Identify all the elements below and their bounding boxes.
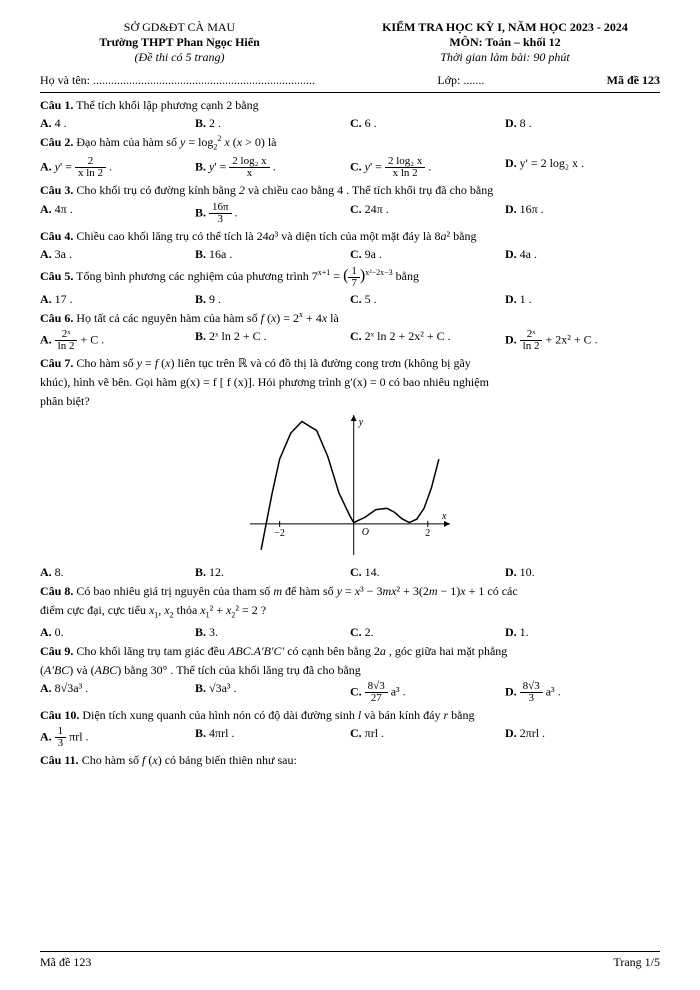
q8-a: 0. (55, 625, 64, 639)
q2-choices: A. y' = 2x ln 2 . B. y' = 2 log₂ xx . C.… (40, 156, 660, 179)
question-10: Câu 10. Diện tích xung quanh của hình nó… (40, 707, 660, 723)
class-field: Lớp: ....... (437, 73, 484, 88)
question-2: Câu 2. Đạo hàm của hàm số y = log22 x (x… (40, 134, 660, 153)
svg-text:y: y (358, 417, 364, 428)
svg-text:O: O (362, 527, 369, 538)
q4-choices: A. 3a . B. 16a . C. 9a . D. 4a . (40, 247, 660, 262)
q4-d: 4a . (520, 247, 537, 261)
question-6: Câu 6. Họ tất cả các nguyên hàm của hàm … (40, 310, 660, 326)
footer-code: Mã đề 123 (40, 955, 91, 970)
q7-a: 8. (55, 565, 64, 579)
q8-d: 1. (520, 625, 529, 639)
q1-choices: A. 4 . B. 2 . C. 6 . D. 8 . (40, 116, 660, 131)
q1-b: 2 . (209, 116, 221, 130)
svg-text:x: x (441, 511, 447, 522)
exam-header: SỞ GD&ĐT CÀ MAU Trường THPT Phan Ngọc Hi… (40, 20, 660, 65)
exam-title: KIỂM TRA HỌC KỲ I, NĂM HỌC 2023 - 2024 (350, 20, 660, 35)
q6-choices: A. 2ˣln 2 + C . B. 2ˣ ln 2 + C . C. 2ˣ l… (40, 329, 660, 352)
q3-choices: A. 4π . B. 16π3 . C. 24π . D. 16π . (40, 202, 660, 225)
name-field: Họ và tên: .............................… (40, 73, 315, 88)
svg-text:−2: −2 (274, 528, 285, 539)
question-4: Câu 4. Chiều cao khối lăng trụ có thể tí… (40, 228, 660, 244)
q7-choices: A. 8. B. 12. C. 14. D. 10. (40, 565, 660, 580)
q7-d: 10. (520, 565, 535, 579)
q10-c: πrl . (365, 726, 384, 740)
q10-choices: A. 13 πrl . B. 4πrl . C. πrl . D. 2πrl . (40, 726, 660, 749)
question-9-l2: (A′BC) và (ABC) bằng 30° . Thể tích của … (40, 662, 660, 678)
footer-page: Trang 1/5 (613, 955, 660, 970)
q3-c: 24π . (365, 202, 389, 216)
page-footer: Mã đề 123 Trang 1/5 (40, 951, 660, 970)
question-8-l2: điểm cực đại, cực tiểu x1, x2 thỏa x1² +… (40, 602, 660, 621)
svg-text:2: 2 (425, 528, 430, 539)
q2-d: y' = 2 log₂ x . (520, 156, 584, 170)
question-8-l1: Câu 8. Có bao nhiêu giá trị nguyên của t… (40, 583, 660, 599)
q8-choices: A. 0. B. 3. C. 2. D. 1. (40, 625, 660, 640)
pages: (Đề thi có 5 trang) (40, 50, 319, 65)
header-left: SỞ GD&ĐT CÀ MAU Trường THPT Phan Ngọc Hi… (40, 20, 319, 65)
question-7-l1: Câu 7. Cho hàm số y = f (x) liên tục trê… (40, 355, 660, 371)
name-row: Họ và tên: .............................… (40, 73, 660, 88)
q6-c: 2ˣ ln 2 + 2x² + C . (365, 329, 451, 343)
q9-choices: A. 8√3a³ . B. √3a³ . C. 8√327 a³ . D. 8√… (40, 681, 660, 704)
q7-b: 12. (209, 565, 224, 579)
question-1: Câu 1. Thể tích khối lập phương cạnh 2 b… (40, 97, 660, 113)
q3-d: 16π . (520, 202, 544, 216)
q7-graph: −2 2 Ox y (250, 415, 450, 555)
q9-a: 8√3a³ . (55, 681, 89, 695)
q4-a: 3a . (55, 247, 72, 261)
question-7-l2: khúc), hình vẽ bên. Gọi hàm g(x) = f [ f… (40, 374, 660, 390)
q5-c: 5 . (365, 292, 377, 306)
school: Trường THPT Phan Ngọc Hiển (40, 35, 319, 50)
q4-c: 9a . (365, 247, 382, 261)
exam-code: Mã đề 123 (607, 73, 660, 88)
graph-container: −2 2 Ox y (40, 415, 660, 559)
q3-a: 4π . (55, 202, 73, 216)
q1-d: 8 . (520, 116, 532, 130)
q8-c: 2. (365, 625, 374, 639)
q9-b: √3a³ . (209, 681, 237, 695)
dept: SỞ GD&ĐT CÀ MAU (40, 20, 319, 35)
header-right: KIỂM TRA HỌC KỲ I, NĂM HỌC 2023 - 2024 M… (350, 20, 660, 65)
q10-d: 2πrl . (520, 726, 545, 740)
question-9-l1: Câu 9. Cho khối lăng trụ tam giác đều AB… (40, 643, 660, 659)
q1-a: 4 . (55, 116, 67, 130)
q8-b: 3. (209, 625, 218, 639)
q1-c: 6 . (365, 116, 377, 130)
q5-d: 1 . (520, 292, 532, 306)
q7-c: 14. (365, 565, 380, 579)
q4-b: 16a . (209, 247, 232, 261)
q6-b: 2ˣ ln 2 + C . (209, 329, 267, 343)
q5-a: 17 . (55, 292, 73, 306)
question-5: Câu 5. Tổng bình phương các nghiệm của p… (40, 265, 660, 289)
question-7-l3: phân biệt? (40, 393, 660, 409)
question-3: Câu 3. Cho khối trụ có đường kính bằng 2… (40, 182, 660, 198)
q10-b: 4πrl . (209, 726, 234, 740)
separator (40, 92, 660, 93)
q5-b: 9 . (209, 292, 221, 306)
subject: MÔN: Toán – khối 12 (350, 35, 660, 50)
duration: Thời gian làm bài: 90 phút (350, 50, 660, 65)
q5-choices: A. 17 . B. 9 . C. 5 . D. 1 . (40, 292, 660, 307)
question-11: Câu 11. Cho hàm số f (x) có bảng biến th… (40, 752, 660, 768)
